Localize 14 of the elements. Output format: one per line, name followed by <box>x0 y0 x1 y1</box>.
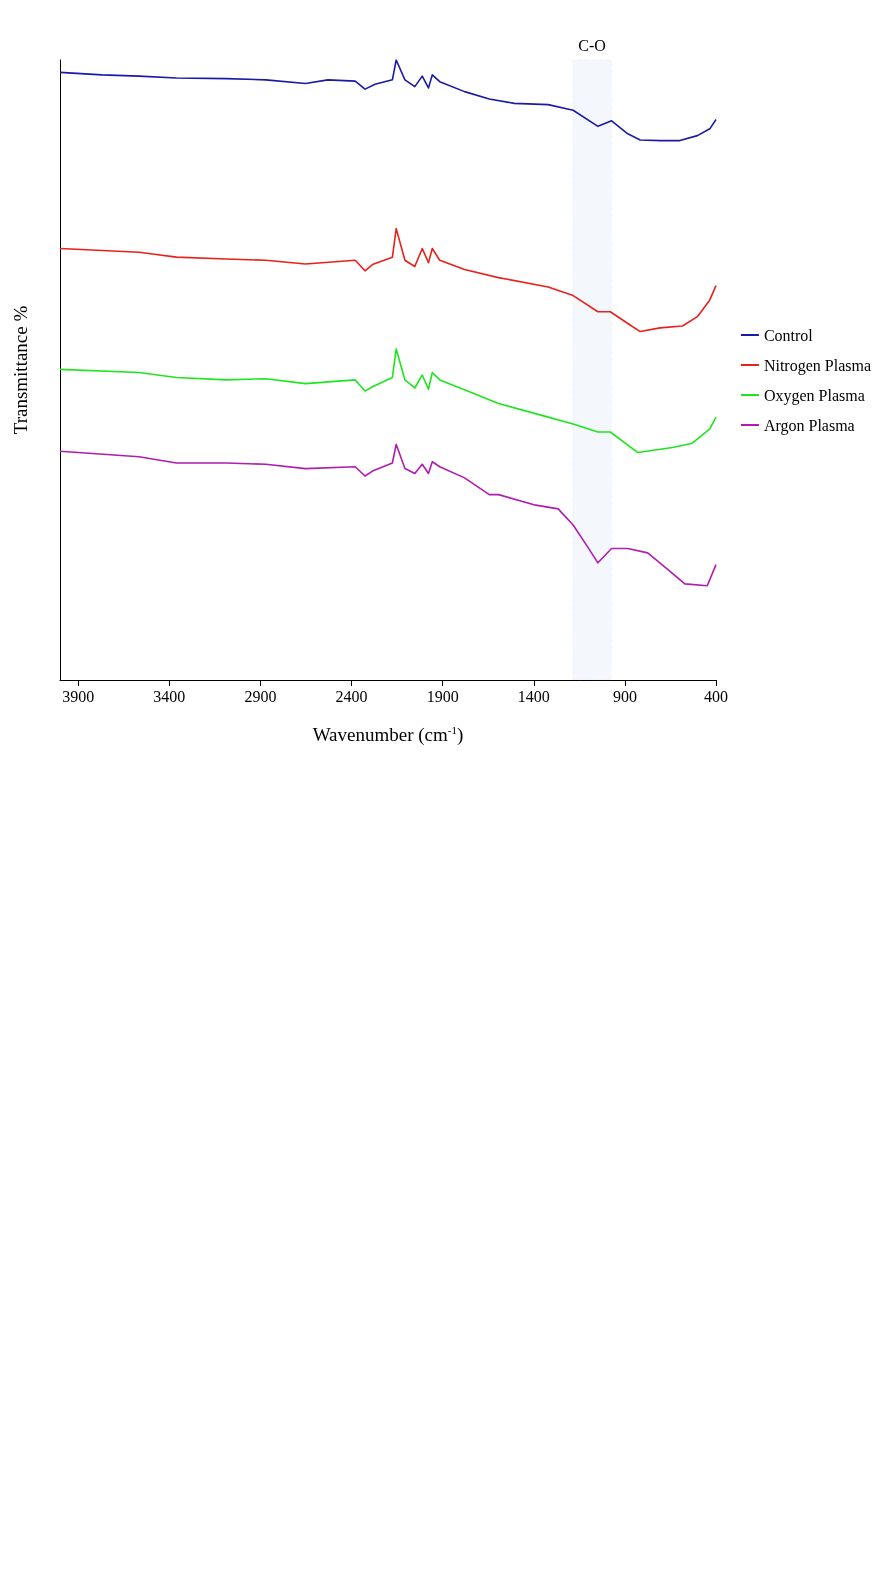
x-tick-label: 400 <box>704 687 728 705</box>
band-label: C-O <box>578 36 606 54</box>
x-tick-label: 1900 <box>426 687 459 705</box>
x-tick-label: 900 <box>612 687 637 705</box>
x-tick-label: 2400 <box>335 687 368 705</box>
legend-label: Nitrogen Plasma <box>763 356 871 375</box>
legend-label: Oxygen Plasma <box>763 386 865 405</box>
legend-label: Argon Plasma <box>763 416 855 435</box>
x-tick-label: 1400 <box>517 687 550 705</box>
x-tick-label: 2900 <box>244 687 277 705</box>
x-tick-label: 3400 <box>153 687 186 705</box>
legend-label: Control <box>763 326 814 344</box>
y-axis-title: Transmittance % <box>10 305 31 435</box>
x-tick-label: 3900 <box>62 687 95 705</box>
